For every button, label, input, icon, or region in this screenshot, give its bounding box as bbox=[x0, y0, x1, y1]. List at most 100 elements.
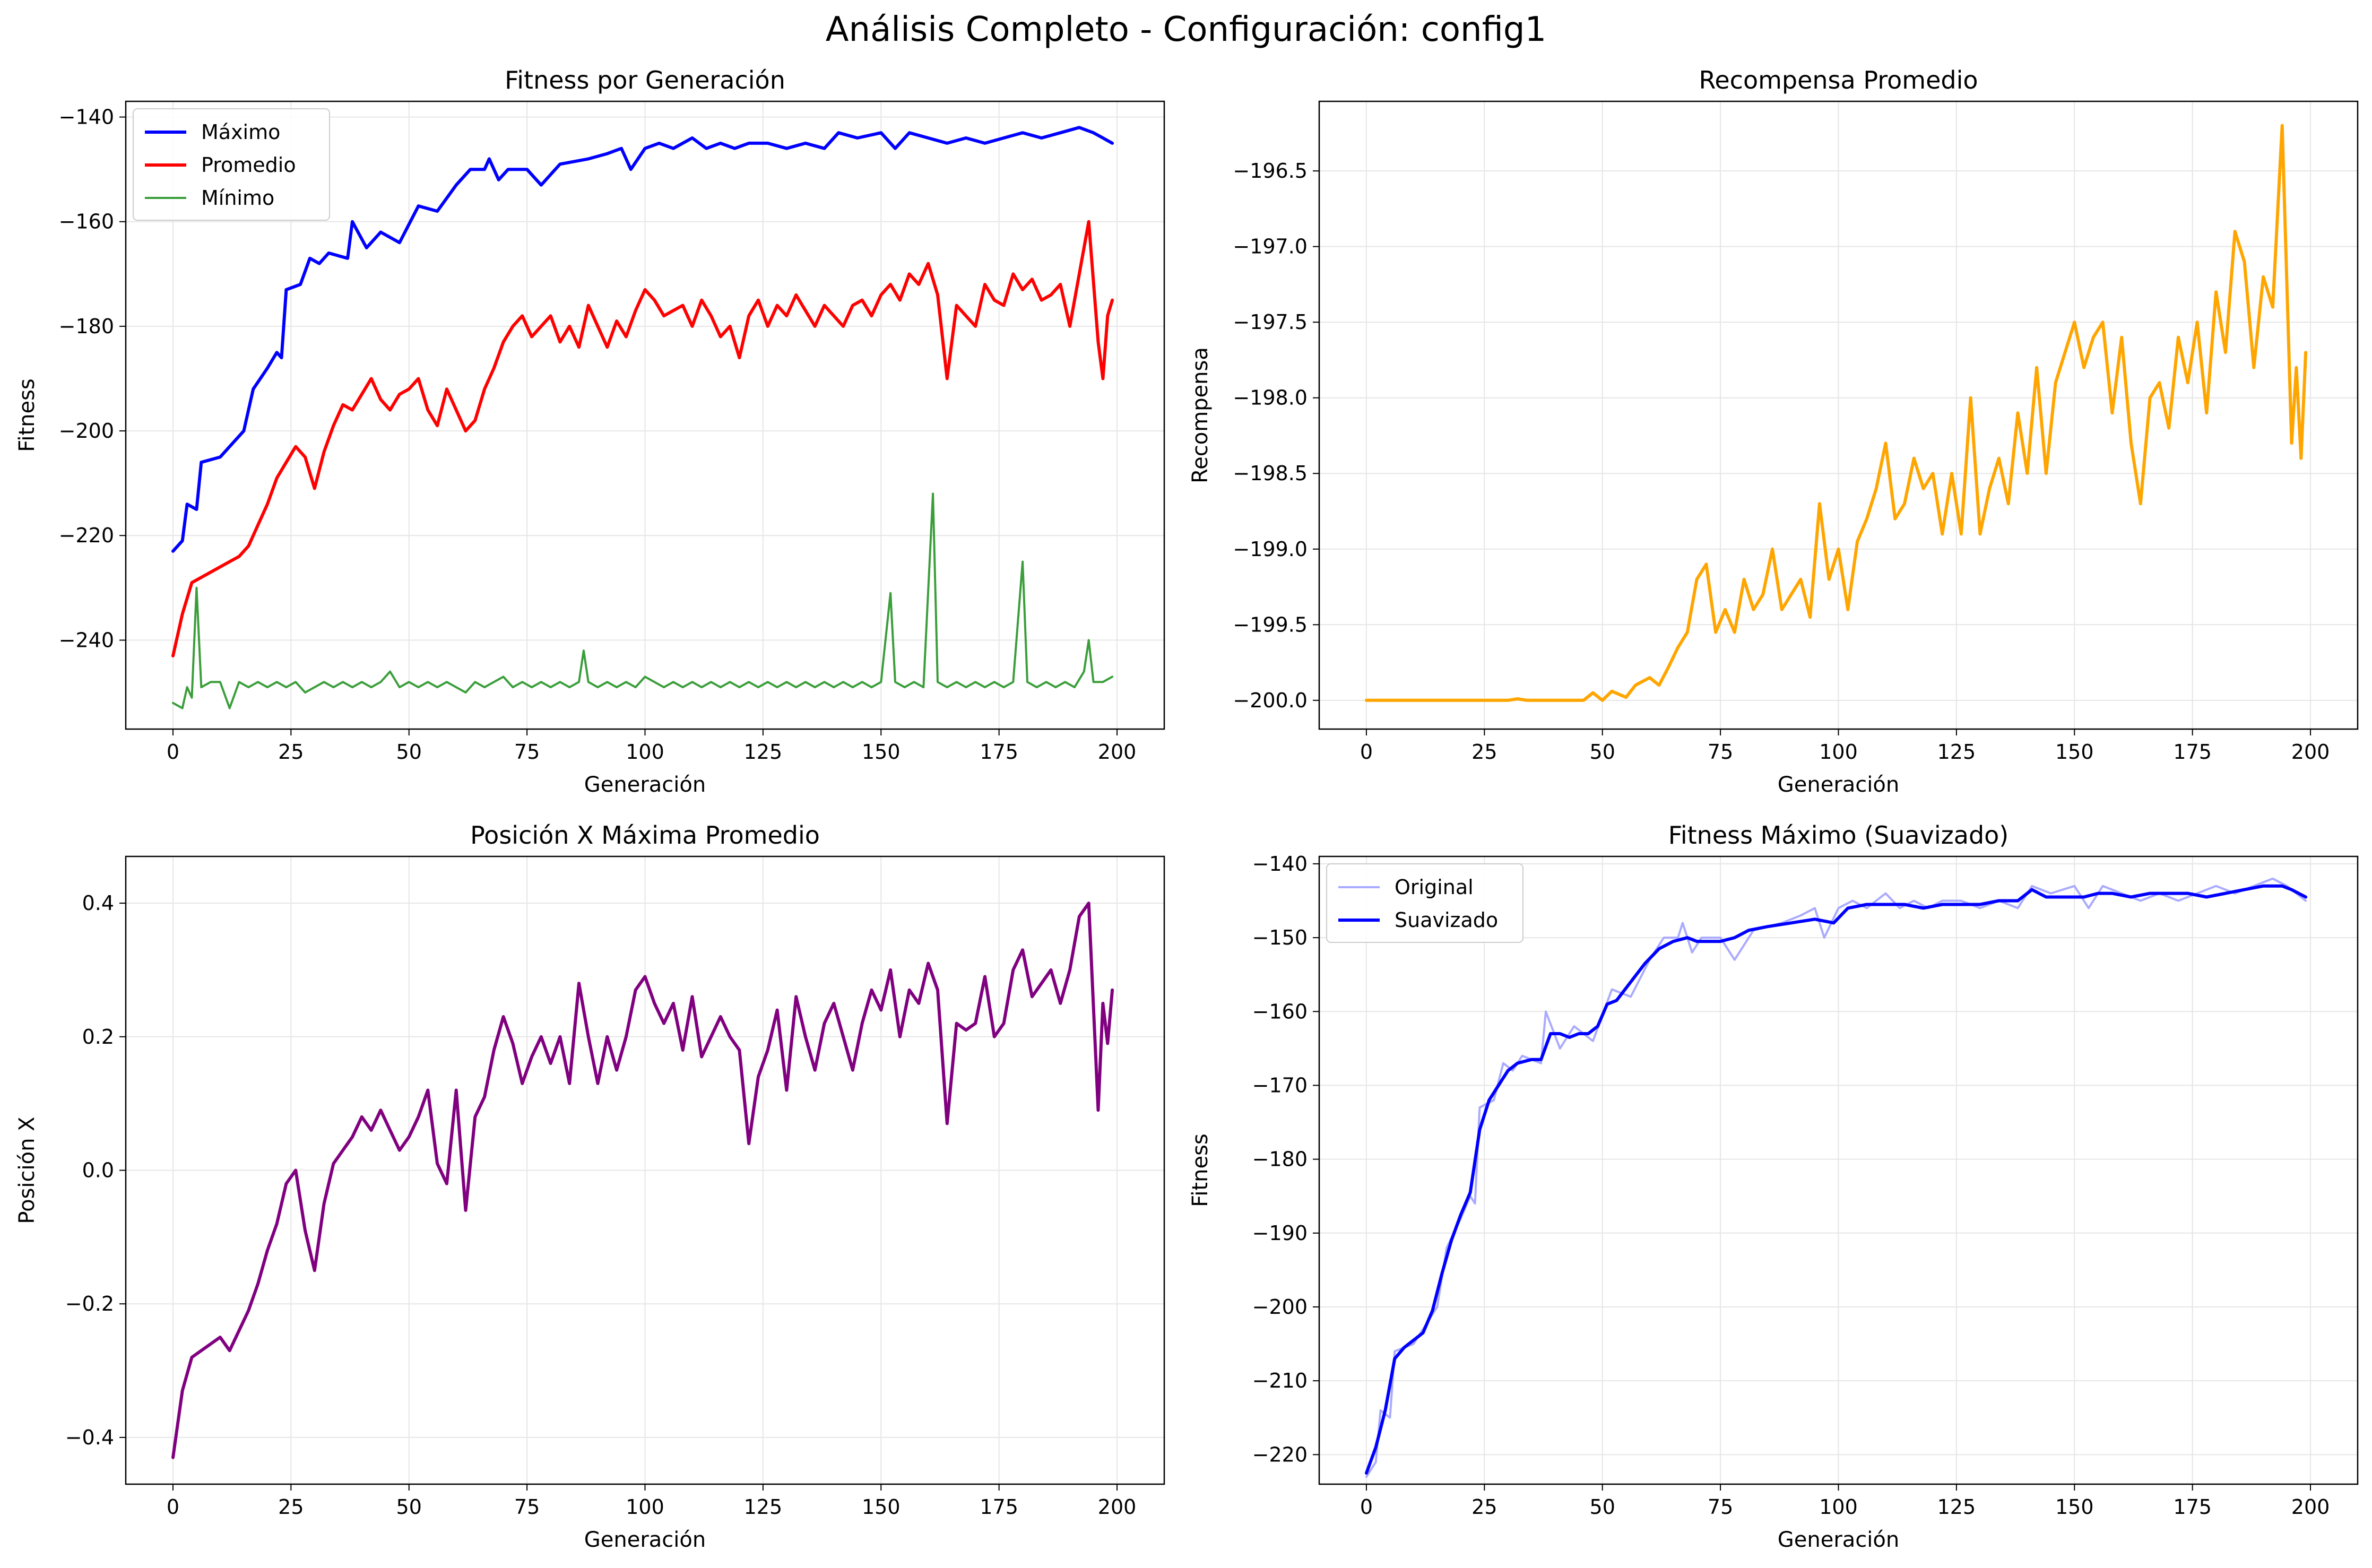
x-tick-label: 0 bbox=[167, 740, 179, 764]
legend: Original Suavizado bbox=[1326, 863, 1523, 943]
x-tick-label: 150 bbox=[2055, 740, 2094, 764]
chart-title: Fitness por Generación bbox=[505, 66, 785, 94]
x-tick-label: 50 bbox=[396, 1495, 422, 1519]
chart-title: Fitness Máximo (Suavizado) bbox=[1668, 821, 2009, 850]
x-axis-label: Generación bbox=[1778, 1528, 1899, 1552]
suavizado-series-line bbox=[1365, 884, 2308, 1475]
x-tick-label: 75 bbox=[514, 740, 540, 764]
series-group bbox=[171, 902, 1114, 1459]
x-tick-label: 25 bbox=[1471, 1495, 1497, 1519]
y-tick-label: −199.5 bbox=[1233, 613, 1308, 636]
chart-panel-4: 0 25 50 75 100 125 150 175 200 −220 −210 −200 −190 −1… bbox=[1188, 821, 2359, 1552]
y-axis-label: Fitness bbox=[15, 378, 39, 452]
chart-title: Posición X Máxima Promedio bbox=[470, 821, 820, 850]
m-ximo-series-line bbox=[171, 126, 1114, 553]
y-tick-label: −197.0 bbox=[1233, 235, 1308, 258]
y-tick-label: −210 bbox=[1252, 1369, 1308, 1392]
y-tick-label: −220 bbox=[1252, 1443, 1308, 1466]
x-tick-label: 25 bbox=[278, 740, 304, 764]
x-tick-label: 50 bbox=[1590, 1495, 1615, 1519]
chart-panel-3: 0 25 50 75 100 125 150 175 200 −0.4 −0.2 0.0 0.2 0.4 P… bbox=[15, 821, 1165, 1552]
y-tick-label: −180 bbox=[1252, 1148, 1308, 1171]
y-tick-label: −140 bbox=[59, 106, 114, 129]
x-tick-label: 200 bbox=[2291, 1495, 2330, 1519]
x-tick-label: 125 bbox=[1937, 1495, 1976, 1519]
y-tick-label: −200.0 bbox=[1233, 689, 1308, 712]
x-tick-label: 25 bbox=[1471, 740, 1497, 764]
x-tick-label: 150 bbox=[2055, 1495, 2094, 1519]
y-tick-label: −190 bbox=[1252, 1222, 1308, 1245]
x-tick-label: 175 bbox=[980, 1495, 1018, 1519]
y-tick-label: −150 bbox=[1252, 926, 1308, 949]
x-tick-label: 0 bbox=[1360, 1495, 1373, 1519]
y-tick-label: −196.5 bbox=[1233, 159, 1308, 183]
x-tick-label: 100 bbox=[1819, 740, 1858, 764]
data-series-line bbox=[1365, 124, 2308, 702]
x-tick-label: 100 bbox=[626, 740, 664, 764]
y-tick-label: −160 bbox=[59, 210, 114, 233]
x-axis-label: Generación bbox=[584, 773, 706, 797]
legend-label: Promedio bbox=[201, 153, 296, 177]
x-tick-label: 100 bbox=[626, 1495, 664, 1519]
legend: Máximo Promedio Mínimo bbox=[133, 108, 330, 221]
x-tick-label: 50 bbox=[1590, 740, 1615, 764]
x-tick-label: 175 bbox=[2173, 1495, 2212, 1519]
x-tick-label: 125 bbox=[744, 1495, 783, 1519]
y-tick-label: −200 bbox=[1252, 1295, 1308, 1319]
chart-panel-2: 0 25 50 75 100 125 150 175 200 −200.0 −199.5 −199.0… bbox=[1188, 66, 2359, 797]
x-tick-label: 0 bbox=[167, 1495, 179, 1519]
x-tick-label: 75 bbox=[514, 1495, 540, 1519]
y-tick-label: −240 bbox=[59, 628, 114, 652]
series-group bbox=[1365, 124, 2308, 702]
m-nimo-series-line bbox=[172, 492, 1114, 709]
y-tick-label: −200 bbox=[59, 419, 114, 443]
y-tick-label: −199.0 bbox=[1233, 538, 1308, 561]
x-tick-label: 125 bbox=[744, 740, 783, 764]
x-tick-label: 200 bbox=[1098, 1495, 1137, 1519]
x-tick-label: 100 bbox=[1819, 1495, 1858, 1519]
y-tick-label: −197.5 bbox=[1233, 310, 1308, 334]
y-tick-label: −0.2 bbox=[65, 1292, 114, 1315]
x-tick-label: 50 bbox=[396, 740, 422, 764]
y-axis-label: Fitness bbox=[1188, 1133, 1213, 1207]
legend-label: Suavizado bbox=[1395, 908, 1498, 932]
series-group bbox=[1365, 877, 2308, 1478]
x-axis-label: Generación bbox=[584, 1528, 706, 1552]
x-axis-label: Generación bbox=[1778, 773, 1899, 797]
x-tick-label: 175 bbox=[2173, 740, 2212, 764]
x-tick-label: 175 bbox=[980, 740, 1018, 764]
legend-label: Máximo bbox=[201, 120, 280, 144]
promedio-series-line bbox=[171, 220, 1114, 657]
y-tick-label: 0.2 bbox=[82, 1025, 114, 1049]
chart-title: Recompensa Promedio bbox=[1699, 66, 1978, 94]
x-tick-label: 125 bbox=[1937, 740, 1976, 764]
x-tick-label: 200 bbox=[1098, 740, 1137, 764]
y-axis-label: Posición X bbox=[15, 1116, 39, 1224]
y-tick-label: −170 bbox=[1252, 1073, 1308, 1097]
x-tick-label: 25 bbox=[278, 1495, 304, 1519]
y-axis-label: Recompensa bbox=[1188, 347, 1213, 483]
y-tick-label: 0.0 bbox=[82, 1159, 114, 1182]
y-tick-label: −180 bbox=[59, 315, 114, 338]
chart-panel-1: 0 25 50 75 100 125 150 175 200 −240 −220 −200 −180 −1… bbox=[15, 66, 1165, 797]
y-tick-label: −198.5 bbox=[1233, 462, 1308, 485]
figure-title: Análisis Completo - Configuración: confi… bbox=[826, 10, 1547, 49]
legend-label: Mínimo bbox=[201, 186, 274, 210]
x-tick-label: 75 bbox=[1708, 740, 1733, 764]
x-tick-label: 75 bbox=[1708, 1495, 1733, 1519]
series-group bbox=[171, 126, 1114, 709]
x-tick-label: 0 bbox=[1360, 740, 1373, 764]
x-tick-label: 150 bbox=[862, 1495, 901, 1519]
y-tick-label: −0.4 bbox=[65, 1426, 114, 1449]
y-tick-label: −220 bbox=[59, 524, 114, 547]
data-series-line bbox=[171, 902, 1114, 1459]
y-tick-label: 0.4 bbox=[82, 891, 114, 915]
x-tick-label: 200 bbox=[2291, 740, 2330, 764]
y-tick-label: −160 bbox=[1252, 1000, 1308, 1023]
y-tick-label: −198.0 bbox=[1233, 386, 1308, 410]
legend-box bbox=[1326, 863, 1523, 943]
x-tick-label: 150 bbox=[862, 740, 901, 764]
legend-label: Original bbox=[1395, 876, 1474, 899]
